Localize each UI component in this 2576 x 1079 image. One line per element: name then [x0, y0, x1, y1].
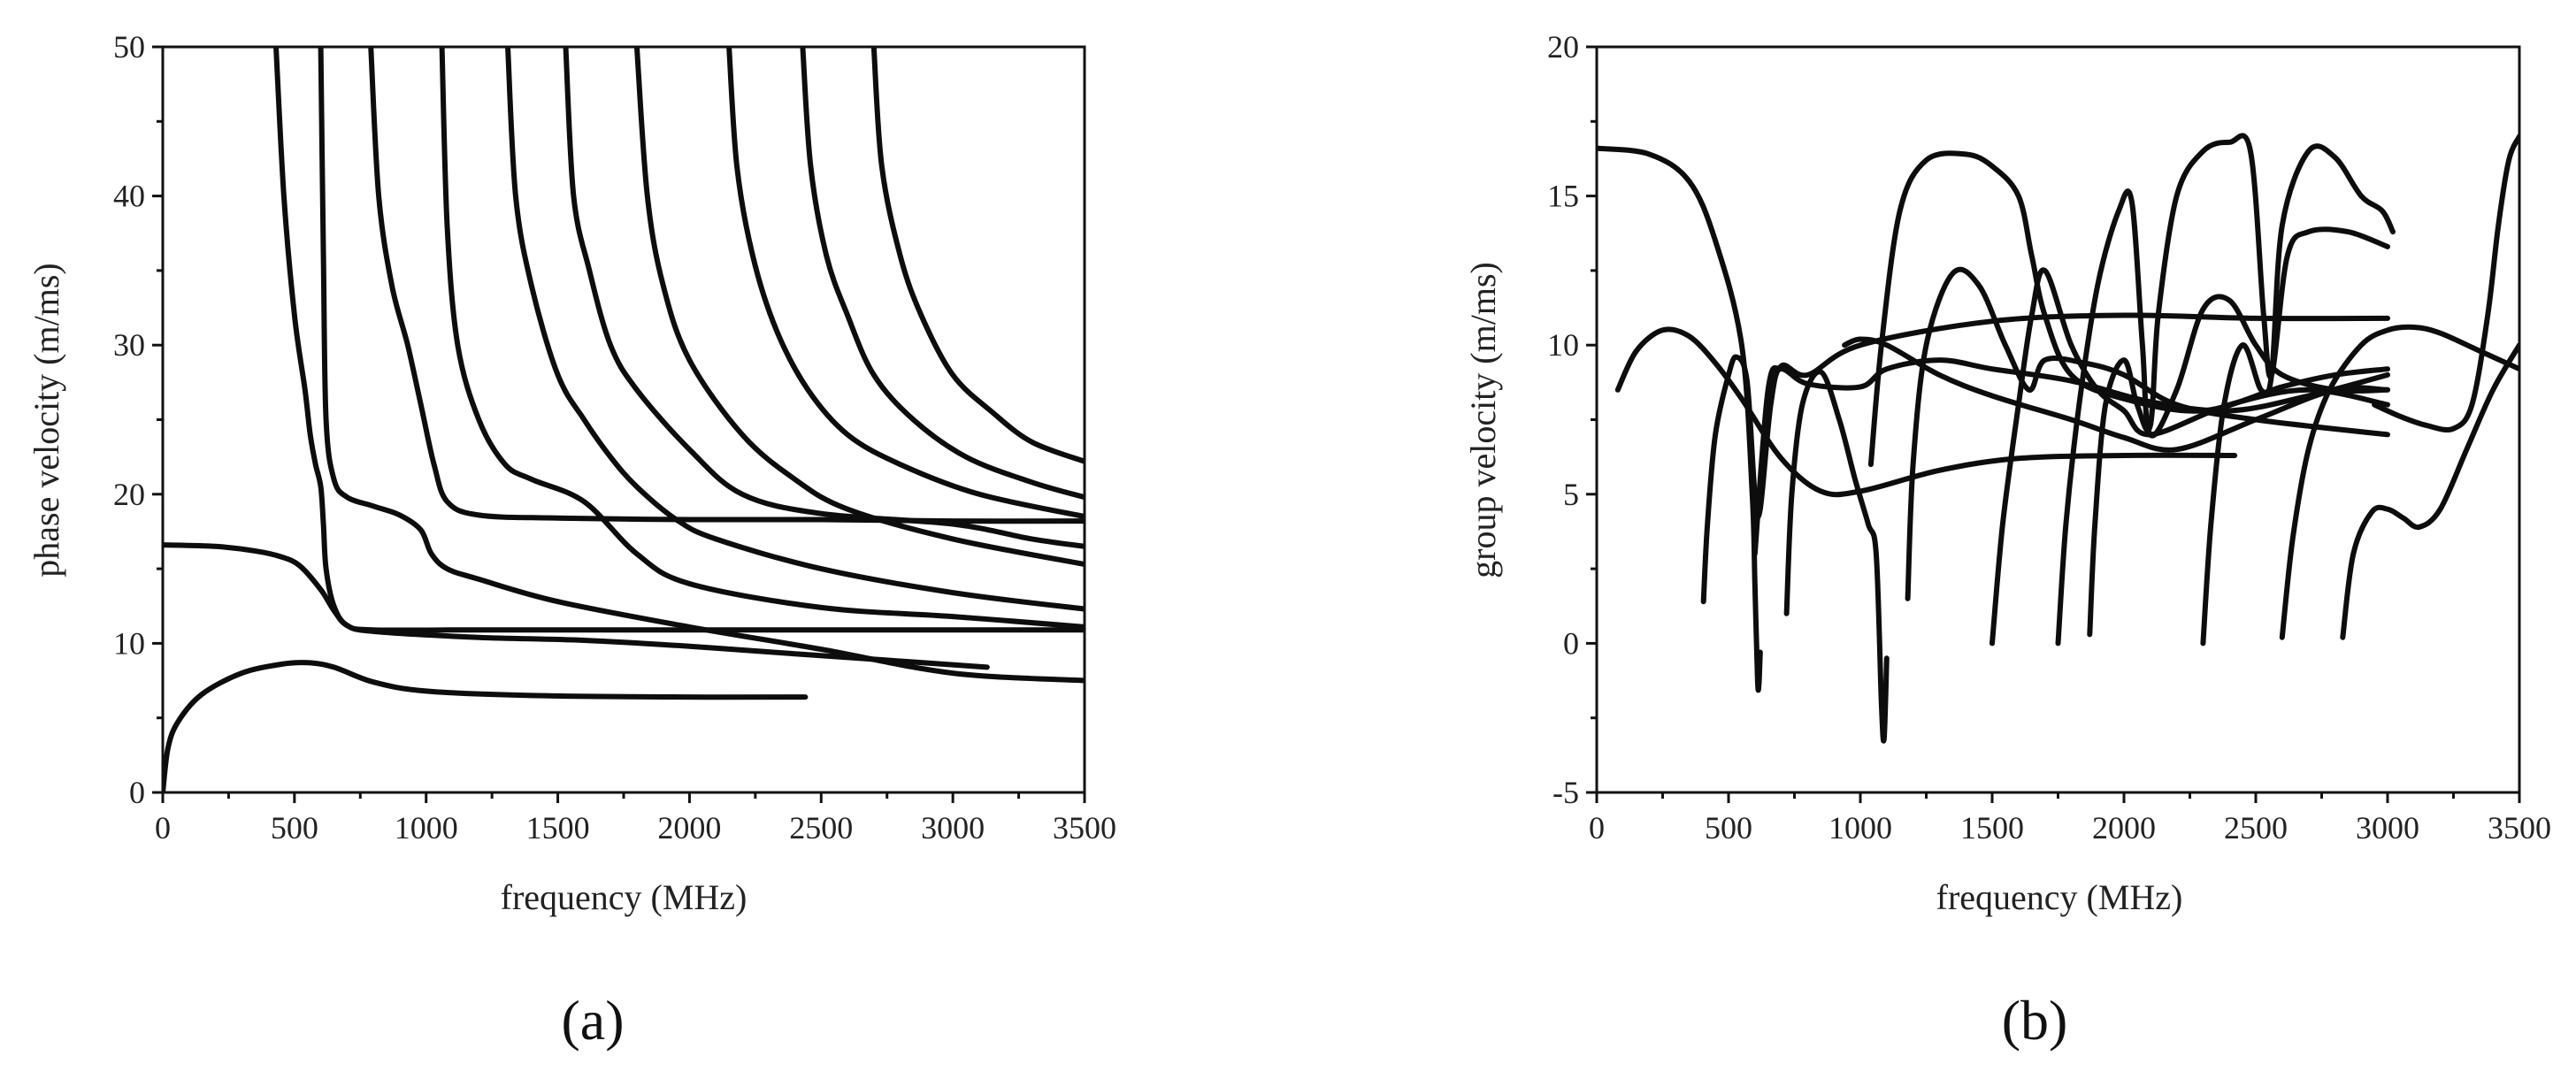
- panel-b-y-tick-label: 0: [1563, 625, 1579, 661]
- panel-a-x-tick-label: 1500: [526, 810, 590, 846]
- panel-b-x-tick-label: 0: [1589, 810, 1605, 846]
- panel-a-y-tick-label: 30: [113, 327, 145, 363]
- panel-b-x-tick-label: 2500: [2224, 810, 2288, 846]
- panel-a-ticks: 0 500 1000 1500 2000 2500 3000 3500 0 10 20 30 40 50: [113, 29, 1116, 846]
- panel-b-y-tick-label: -5: [1552, 775, 1579, 810]
- panel-b-series-3: [1700, 312, 2390, 605]
- panel-a-plot-frame: [161, 45, 1086, 794]
- panel-b-series-9: [1990, 267, 2390, 647]
- panel-b-y-tick-label: 10: [1547, 327, 1579, 363]
- panel-a-y-tick-label: 0: [129, 775, 145, 810]
- panel-b-series-13: [2279, 324, 2519, 640]
- panel-a-y-axis-title: phase velocity (m/ms): [27, 263, 66, 577]
- panel-a-x-tick-label: 2000: [657, 810, 721, 846]
- panel-a-series-3: [273, 47, 1085, 633]
- panel-b-series-14: [2340, 342, 2519, 640]
- panel-b-series-8: [1905, 266, 2390, 601]
- panel-b-x-tick-label: 1500: [1960, 810, 2024, 846]
- panel-b-series-12: [2200, 143, 2396, 647]
- panel-a-x-tick-label: 0: [155, 810, 171, 846]
- panel-b-x-tick-label: 3000: [2356, 810, 2419, 846]
- panel-a-x-axis-title: frequency (MHz): [501, 877, 748, 917]
- panel-a-curves: [163, 47, 1085, 792]
- panel-b-series-11: [2087, 133, 2390, 638]
- panel-b-y-tick-label: 15: [1547, 179, 1579, 214]
- panel-b-chart: 0 500 1000 1500 2000 2500 3000 3500 -5 0 5 10 15 20 f…: [1463, 29, 2551, 1052]
- panel-b-ticks: 0 500 1000 1500 2000 2500 3000 3500 -5 0 5 10 15 20: [1547, 29, 2551, 846]
- panel-a-label: (a): [561, 989, 624, 1052]
- panel-a-y-tick-label: 40: [113, 179, 145, 214]
- panel-b-curves: [1597, 133, 2519, 744]
- panel-a-x-tick-label: 500: [271, 810, 318, 846]
- panel-b-plot-frame: [1595, 45, 2521, 794]
- panel-b-series-10: [2055, 188, 2390, 647]
- panel-a-series-6: [439, 47, 1085, 630]
- panel-a-series-10: [726, 47, 1085, 520]
- panel-a-chart: 0 500 1000 1500 2000 2500 3000 350001020304050 …: [27, 29, 1116, 1052]
- panel-b-y-axis-title: group velocity (m/ms): [1463, 262, 1503, 578]
- panel-a-series-7: [505, 47, 1085, 612]
- panel-b-y-tick-label: 5: [1563, 477, 1579, 512]
- panel-b-y-tick-label: 20: [1547, 29, 1579, 65]
- panel-b-label: (b): [2002, 989, 2068, 1052]
- panel-a-x-tick-label: 3000: [921, 810, 985, 846]
- panel-b-x-axis-title: frequency (MHz): [1936, 877, 2183, 917]
- panel-b-series-4: [1752, 357, 2390, 557]
- panel-a-y-tick-label: 50: [113, 29, 145, 65]
- panel-a-y-tick-label: 10: [113, 625, 145, 661]
- panel-b-series-1: [1614, 326, 2238, 498]
- panel-a-x-tick-label: 2500: [789, 810, 853, 846]
- panel-b-series-5: [1783, 369, 1890, 744]
- panel-a-series-4: [318, 47, 1085, 684]
- panel-b-x-tick-label: 500: [1705, 810, 1752, 846]
- panel-a-series-8: [563, 47, 1085, 549]
- panel-a-series-1: [163, 660, 809, 792]
- panel-a-x-tick-label: 1000: [395, 810, 458, 846]
- panel-b-x-tick-label: 3500: [2488, 810, 2551, 846]
- panel-a-series-11: [800, 47, 1085, 501]
- panel-b-x-tick-label: 1000: [1828, 810, 1892, 846]
- panel-a-series-9: [633, 47, 1085, 567]
- panel-a-y-tick-label: 20: [113, 477, 145, 512]
- panel-b-x-tick-label: 2000: [2092, 810, 2156, 846]
- panel-a-series-5: [368, 47, 1085, 524]
- panel-b-series-15: [2372, 134, 2519, 433]
- panel-a-x-tick-label: 3500: [1053, 810, 1116, 846]
- panel-a-series-12: [870, 47, 1085, 464]
- panel-b-series-2: [1597, 145, 1763, 693]
